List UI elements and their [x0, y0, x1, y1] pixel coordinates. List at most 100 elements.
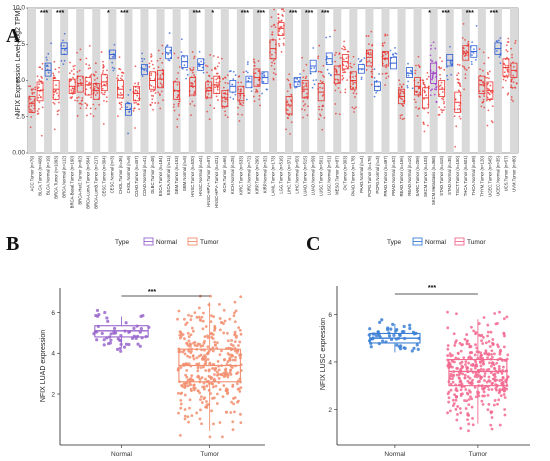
panel-a-point — [214, 86, 216, 89]
panel-a-box — [52, 80, 60, 100]
panel-a-point — [76, 51, 78, 54]
panel-b-point — [132, 326, 136, 330]
panel-a-point — [210, 69, 213, 71]
panel-c-point — [454, 396, 458, 399]
panel-a-point — [371, 70, 373, 73]
panel-a-point — [511, 56, 513, 59]
panel-a-point — [515, 82, 518, 85]
panel-a-x-tick-label: PCPG.Normal (n=3) — [375, 155, 380, 193]
panel-a-point — [121, 71, 124, 74]
panel-a-point — [289, 99, 292, 102]
panel-a-x-tick-label: LUAD.Tumor (n=515) — [303, 155, 308, 196]
panel-b-point — [191, 354, 195, 358]
panel-c-point — [459, 426, 463, 430]
panel-a-x-tick-label: STAD.Tumor (n=415) — [439, 155, 444, 195]
panel-a-x-tick-label: THCA.Normal (n=59) — [471, 155, 476, 195]
panel-a-box — [277, 22, 285, 36]
panel-b-point — [228, 317, 232, 321]
panel-a-box — [365, 49, 373, 67]
panel-a-point — [277, 16, 280, 19]
panel-a-point — [200, 60, 202, 63]
panel-a-point — [63, 59, 66, 62]
panel-a-point — [72, 87, 75, 90]
panel-a-point — [482, 81, 484, 84]
panel-b-point — [187, 335, 191, 339]
panel-a-point — [381, 44, 384, 47]
panel-c-point — [492, 403, 496, 407]
panel-a-point — [424, 85, 426, 88]
panel-a-point — [245, 98, 248, 101]
panel-a-point — [406, 86, 409, 89]
panel-a-point — [54, 68, 57, 71]
panel-a-point — [497, 39, 500, 42]
panel-a-point — [467, 66, 470, 69]
panel-a-point — [209, 54, 212, 56]
panel-c-point — [460, 364, 464, 368]
panel-a-point — [334, 78, 337, 81]
panel-c-point — [503, 389, 506, 393]
panel-a-point — [136, 94, 139, 97]
panel-a-point — [312, 79, 315, 82]
panel-c-point — [486, 323, 490, 327]
panel-c-point — [498, 388, 502, 392]
panel-a-point — [441, 86, 444, 89]
panel-b-point — [184, 373, 187, 377]
panel-c-point — [496, 402, 499, 406]
panel-a-point — [439, 57, 441, 59]
panel-c-point — [459, 349, 463, 353]
panel-c-point — [501, 376, 505, 380]
panel-a-band — [445, 8, 454, 153]
panel-c-point — [376, 330, 380, 334]
panel-a-x-tick-label: BRCA-LumA.Tumor (n=564) — [86, 155, 91, 208]
panel-a-point — [334, 84, 337, 86]
panel-a-point — [313, 83, 316, 86]
panel-c-point — [458, 341, 462, 345]
panel-a-point — [227, 82, 229, 85]
panel-a-point — [400, 85, 403, 88]
panel-a-point — [289, 132, 291, 135]
panel-c-point — [496, 343, 499, 347]
panel-a-point — [473, 48, 475, 51]
panel-a-band — [509, 8, 518, 153]
panel-a-point — [133, 102, 136, 104]
panel-a-point — [498, 56, 501, 58]
panel-a-point — [489, 90, 492, 93]
panel-b-point — [203, 354, 207, 357]
panel-b-point — [185, 375, 189, 379]
panel-b-point — [188, 381, 192, 385]
panel-c-point — [505, 315, 509, 319]
panel-a-point — [343, 40, 346, 43]
panel-a-point — [450, 63, 453, 65]
panel-c-point — [502, 345, 506, 349]
panel-a-point — [178, 66, 181, 68]
panel-a-point — [256, 83, 259, 86]
panel-b-point — [135, 334, 140, 338]
panel-a-point — [414, 90, 417, 93]
panel-a-point — [40, 75, 43, 78]
panel-a-point — [176, 118, 179, 121]
panel-b-point — [112, 326, 117, 331]
panel-a-point — [70, 89, 73, 91]
panel-a-box — [84, 77, 92, 96]
panel-a-point — [88, 64, 91, 67]
panel-c-point — [392, 333, 396, 338]
panel-a-point — [415, 64, 417, 67]
panel-a-point — [483, 106, 486, 109]
panel-c-point — [464, 388, 468, 391]
panel-a-point — [253, 61, 256, 64]
panel-a-x-tick-label: OV.Tumor (n=303) — [343, 155, 348, 190]
panel-c-point — [473, 364, 477, 368]
panel-c-point — [489, 330, 493, 334]
panel-a-x-tick-label: UCEC.Normal (n=35) — [495, 155, 500, 196]
panel-a-point — [271, 33, 273, 36]
panel-a-point — [352, 92, 355, 95]
panel-a-point — [89, 75, 91, 78]
panel-a-point — [431, 88, 434, 91]
panel-a-point — [441, 111, 443, 114]
panel-a-point — [462, 47, 465, 50]
panel-a-point — [62, 45, 65, 47]
panel-a-point — [176, 125, 179, 128]
panel-c-point — [468, 351, 472, 355]
panel-a-point — [265, 88, 268, 91]
panel-a-point — [281, 33, 284, 35]
